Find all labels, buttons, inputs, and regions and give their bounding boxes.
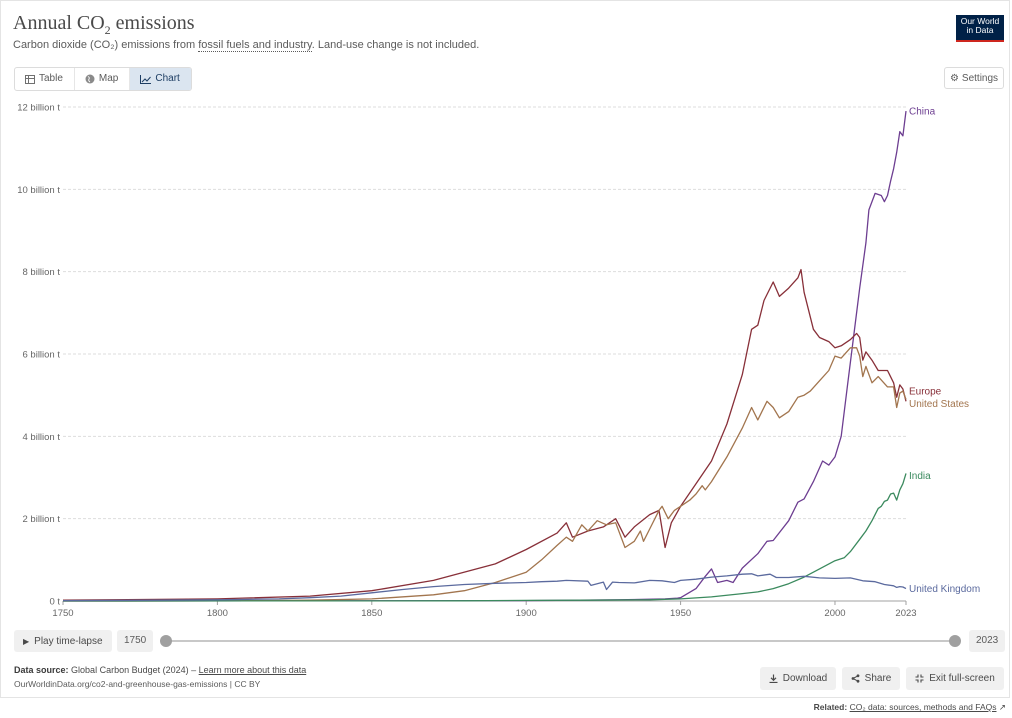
play-timelapse-button[interactable]: ▶ Play time-lapse [14,630,112,652]
series-line-united-states [62,347,907,602]
timeline-start-handle[interactable] [160,635,172,647]
play-label: Play time-lapse [34,635,103,647]
view-tabs: Table Map Chart [14,67,192,91]
y-tick-label: 8 billion t [23,267,61,278]
x-tick-label: 1950 [670,608,691,619]
series-label-india: India [909,471,931,482]
learn-more-link[interactable]: Learn more about this data [198,665,307,675]
series-line-united-kingdom [62,573,907,602]
related-link-row: Related: CO₂ data: sources, methods and … [813,702,1006,712]
x-tick-label: 1850 [361,608,382,619]
download-button[interactable]: Download [760,667,836,690]
y-tick-label: 10 billion t [17,185,60,196]
share-button[interactable]: Share [842,667,900,690]
source-url: OurWorldinData.org/co2-and-greenhouse-ga… [14,679,261,689]
chart-frame [0,0,1010,698]
y-tick-label: 12 billion t [17,103,60,114]
data-source: Data source: Global Carbon Budget (2024)… [14,665,307,675]
chart-subtitle: Carbon dioxide (CO₂) emissions from foss… [13,39,480,52]
tab-chart-label: Chart [155,73,180,84]
x-tick-label: 1750 [52,608,73,619]
timeline-start-year[interactable]: 1750 [117,630,154,652]
y-tick-label: 2 billion t [23,514,61,525]
fossil-fuels-link[interactable]: fossil fuels and industry [198,39,312,52]
tab-chart[interactable]: Chart [130,68,191,90]
tab-map-label: Map [98,73,119,84]
timeline-end-year[interactable]: 2023 [969,630,1006,652]
series-label-china: China [909,107,936,118]
play-icon: ▶ [23,636,30,646]
y-tick-label: 0 t [49,597,60,608]
series-line-europe [62,268,907,601]
line-chart-icon [140,74,152,84]
series-line-china [62,111,907,602]
series-label-united-kingdom: United Kingdom [909,584,980,595]
exit-fullscreen-button[interactable]: Exit full-screen [906,667,1004,690]
external-link-icon: ↗ [998,702,1006,712]
timeline-end-handle[interactable] [949,635,961,647]
x-tick-label: 2023 [895,608,916,619]
related-link[interactable]: CO₂ data: sources, methods and FAQs [849,702,997,712]
exit-fullscreen-label: Exit full-screen [929,673,995,684]
x-tick-label: 2000 [824,608,845,619]
share-label: Share [864,673,892,684]
settings-label: Settings [961,72,999,84]
series-label-europe: Europe [909,387,942,398]
share-icon [851,674,860,683]
gear-icon: ⚙ [949,72,959,84]
tab-table[interactable]: Table [15,68,75,90]
globe-icon [85,74,95,84]
y-tick-label: 6 billion t [23,350,61,361]
series-line-india [62,473,907,602]
download-label: Download [782,673,828,684]
exit-fullscreen-icon [915,674,924,683]
tab-map[interactable]: Map [75,68,131,90]
table-icon [25,74,35,84]
y-tick-label: 4 billion t [23,432,61,443]
x-tick-label: 1900 [516,608,537,619]
timeline-track[interactable] [166,640,955,642]
download-icon [769,674,778,683]
chart-title: Annual CO2 emissions [13,12,195,37]
x-tick-label: 1800 [207,608,228,619]
settings-button[interactable]: ⚙ Settings [944,67,1004,89]
series-label-united-states: United States [909,399,969,410]
owid-logo[interactable]: Our World in Data [956,15,1004,42]
line-chart: 0 t 2 billion t 4 billion t 6 billion t 8 bi… [17,103,980,620]
tab-table-label: Table [39,73,63,84]
